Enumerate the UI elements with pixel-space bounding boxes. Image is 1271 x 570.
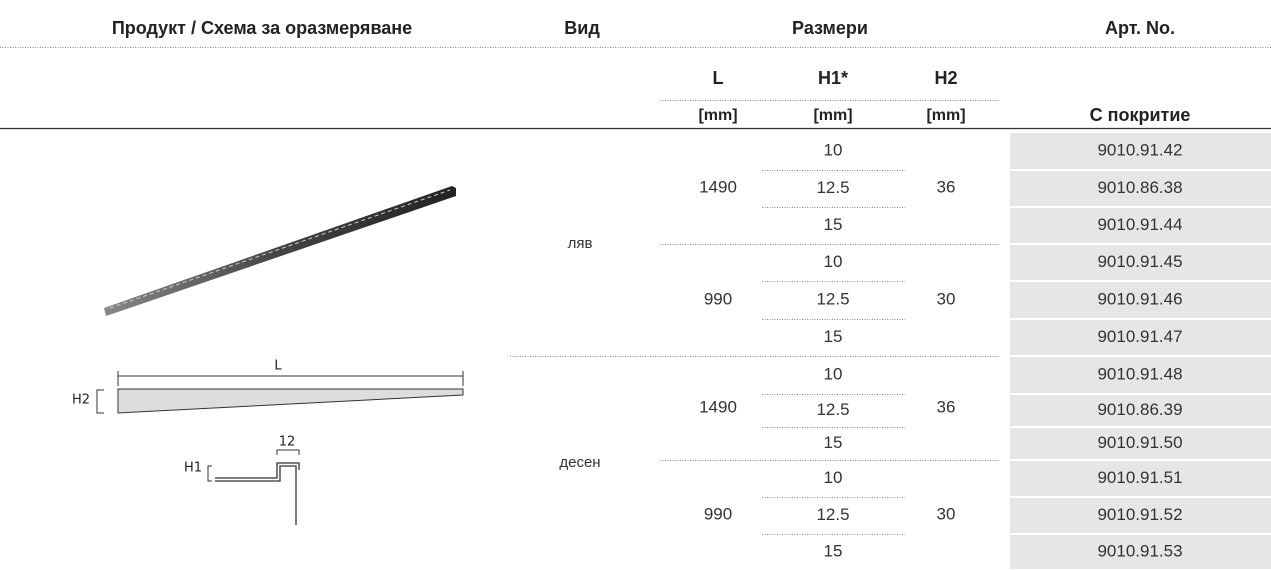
- h2-value: 36: [937, 397, 956, 416]
- art-number: 9010.91.47: [1097, 327, 1182, 346]
- art-cell: [1010, 245, 1271, 280]
- art-cell: [1010, 535, 1271, 569]
- art-cell: [1010, 461, 1271, 496]
- column-header: L: [713, 68, 724, 88]
- length-value: 1490: [699, 177, 737, 196]
- h1-value: 12.5: [816, 400, 849, 419]
- art-cell: [1010, 498, 1271, 533]
- art-number: 9010.91.52: [1097, 505, 1182, 524]
- art-cell: [1010, 282, 1271, 318]
- product-image: [104, 186, 456, 316]
- art-number: 9010.91.51: [1097, 468, 1182, 487]
- header-dimensions: Размери: [792, 18, 868, 38]
- length-value: 1490: [699, 397, 737, 416]
- dim-label: H1: [184, 461, 202, 476]
- art-number: 9010.91.48: [1097, 364, 1182, 383]
- h1-value: 15: [824, 215, 843, 234]
- h2-value: 30: [937, 504, 956, 523]
- h1-value: 10: [824, 252, 843, 271]
- header-product: Продукт / Схема за оразмеряване: [112, 18, 412, 38]
- header-coating: С покритие: [1090, 105, 1191, 125]
- h1-value: 15: [824, 541, 843, 560]
- art-number: 9010.91.44: [1097, 215, 1182, 234]
- length-value: 990: [704, 289, 732, 308]
- art-number: 9010.91.45: [1097, 252, 1182, 271]
- h1-value: 15: [824, 433, 843, 452]
- view-label: десен: [559, 454, 600, 471]
- h1-value: 10: [824, 364, 843, 383]
- h1-value: 10: [824, 468, 843, 487]
- art-cell: [1010, 133, 1271, 169]
- header-art-no: Арт. No.: [1105, 18, 1175, 38]
- h1-value: 12.5: [816, 289, 849, 308]
- h2-value: 30: [937, 289, 956, 308]
- column-header: H1*: [818, 68, 848, 88]
- header-view: Вид: [564, 18, 600, 38]
- side-schematic: [96, 371, 464, 414]
- art-number: 9010.91.46: [1097, 289, 1182, 308]
- art-number: 9010.91.53: [1097, 541, 1182, 560]
- h1-value: 15: [824, 327, 843, 346]
- art-number: 9010.86.39: [1097, 400, 1182, 419]
- h1-value: 12.5: [816, 505, 849, 524]
- column-header: H2: [934, 68, 957, 88]
- art-cell: [1010, 395, 1271, 426]
- length-value: 990: [704, 504, 732, 523]
- h1-value: 12.5: [816, 178, 849, 197]
- art-number: 9010.91.50: [1097, 433, 1182, 452]
- dim-label: 12: [279, 435, 296, 450]
- art-cell: [1010, 320, 1271, 355]
- dim-label: L: [274, 359, 282, 374]
- column-unit: [mm]: [926, 107, 965, 124]
- column-unit: [mm]: [698, 107, 737, 124]
- art-cell: [1010, 171, 1271, 206]
- art-cell: [1010, 208, 1271, 243]
- h1-value: 10: [824, 140, 843, 159]
- h2-value: 36: [937, 177, 956, 196]
- art-number: 9010.91.42: [1097, 140, 1182, 159]
- view-label: ляв: [568, 235, 593, 252]
- dim-label: H2: [72, 393, 90, 408]
- art-number: 9010.86.38: [1097, 178, 1182, 197]
- column-unit: [mm]: [813, 107, 852, 124]
- art-cell: [1010, 428, 1271, 459]
- art-cell: [1010, 357, 1271, 393]
- profile-schematic: [207, 449, 300, 525]
